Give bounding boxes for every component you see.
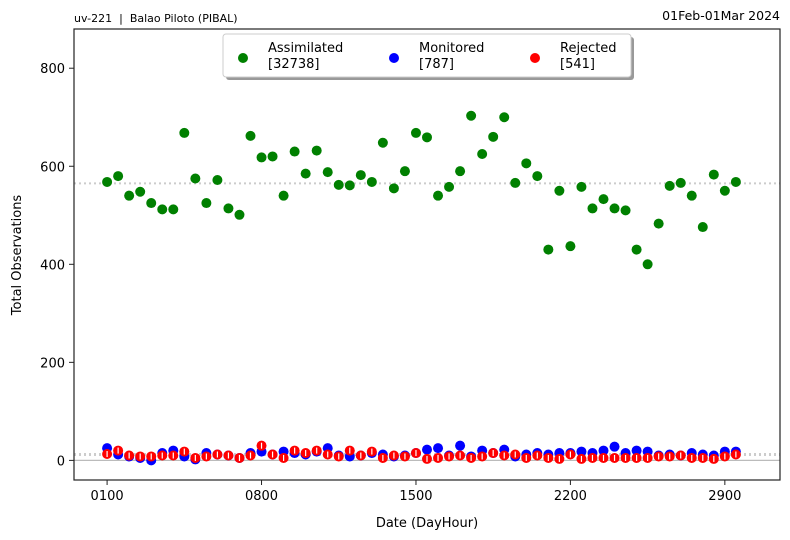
point-monitored	[455, 440, 466, 451]
point-assimilated	[399, 166, 410, 177]
point-assimilated	[289, 146, 300, 157]
point-assimilated	[532, 171, 543, 182]
x-tick-label: 0800	[245, 489, 278, 504]
point-assimilated	[719, 185, 730, 196]
point-assimilated	[554, 185, 565, 196]
point-assimilated	[598, 194, 609, 205]
legend-count-monitored: [787]	[419, 57, 454, 72]
legend-label-rejected: Rejected	[560, 41, 617, 56]
point-assimilated	[333, 179, 344, 190]
y-axis-label: Total Observations	[10, 195, 25, 317]
point-assimilated	[499, 112, 510, 123]
legend-count-rejected: [541]	[560, 57, 595, 72]
point-assimilated	[510, 177, 521, 188]
point-monitored	[422, 444, 432, 455]
point-monitored	[631, 445, 642, 456]
legend-marker-monitored	[389, 53, 399, 63]
y-tick-label: 800	[40, 62, 65, 77]
point-assimilated	[587, 203, 598, 214]
point-assimilated	[664, 180, 675, 191]
x-tick-label: 1500	[399, 489, 432, 504]
point-assimilated	[300, 168, 311, 179]
point-monitored	[433, 443, 444, 454]
point-assimilated	[675, 177, 686, 188]
x-axis-ticks: 0100 0800 1500 2200 2900	[91, 480, 741, 504]
point-assimilated	[102, 176, 113, 187]
point-assimilated	[179, 127, 190, 138]
legend-marker-assimilated	[238, 53, 248, 63]
point-assimilated	[344, 180, 355, 191]
point-assimilated	[256, 152, 267, 163]
point-assimilated	[697, 222, 708, 233]
data-points	[102, 110, 741, 466]
point-assimilated	[642, 259, 653, 270]
point-assimilated	[388, 183, 399, 194]
point-assimilated	[311, 145, 322, 156]
x-tick-label: 2900	[708, 489, 741, 504]
plot-frame	[73, 28, 781, 481]
chart-subtitle-right: 01Feb-01Mar 2024	[662, 8, 780, 23]
point-assimilated	[201, 198, 212, 209]
point-monitored	[576, 446, 587, 457]
legend-label-monitored: Monitored	[419, 41, 484, 56]
point-assimilated	[124, 190, 135, 201]
legend-count-assimilated: [32738]	[268, 57, 320, 72]
point-assimilated	[245, 130, 256, 141]
x-tick-label: 2200	[554, 489, 587, 504]
legend-marker-rejected	[530, 53, 540, 63]
point-assimilated	[444, 181, 455, 192]
point-assimilated	[521, 158, 532, 169]
point-assimilated	[278, 190, 289, 201]
y-tick-label: 600	[40, 160, 65, 175]
point-assimilated	[234, 209, 245, 220]
point-assimilated	[190, 173, 201, 184]
point-assimilated	[422, 132, 432, 143]
legend-label-assimilated: Assimilated	[268, 41, 343, 56]
point-monitored	[598, 445, 609, 456]
point-assimilated	[212, 174, 223, 185]
point-assimilated	[366, 176, 377, 187]
point-assimilated	[433, 190, 444, 201]
point-assimilated	[620, 205, 631, 216]
point-assimilated	[653, 218, 664, 229]
point-assimilated	[730, 176, 741, 187]
point-assimilated	[377, 137, 388, 148]
point-assimilated	[565, 241, 576, 252]
y-tick-label: 400	[40, 258, 65, 273]
legend-box	[222, 33, 632, 78]
point-assimilated	[223, 203, 234, 214]
point-assimilated	[609, 203, 620, 214]
point-assimilated	[355, 170, 366, 181]
point-assimilated	[466, 110, 477, 121]
point-assimilated	[576, 181, 587, 192]
point-assimilated	[168, 204, 179, 215]
point-assimilated	[686, 190, 697, 201]
y-tick-label: 200	[40, 356, 65, 371]
chart-subtitle-left: uv-221 | Balao Piloto (PIBAL)	[74, 12, 238, 25]
point-assimilated	[157, 204, 168, 215]
point-assimilated	[477, 149, 488, 160]
point-assimilated	[708, 169, 719, 180]
point-assimilated	[135, 186, 146, 197]
x-tick-label: 0100	[91, 489, 124, 504]
point-monitored	[609, 441, 620, 452]
point-assimilated	[455, 166, 466, 177]
point-assimilated	[543, 244, 554, 255]
y-axis-ticks: 0 200 400 600 800	[40, 62, 74, 469]
x-axis-label: Date (DayHour)	[376, 516, 478, 531]
legend: Assimilated [32738] Monitored [787] Reje…	[222, 33, 634, 80]
point-assimilated	[631, 244, 642, 255]
point-assimilated	[267, 151, 278, 162]
point-assimilated	[410, 127, 421, 138]
point-assimilated	[322, 167, 333, 178]
point-assimilated	[488, 131, 499, 142]
y-tick-label: 0	[57, 454, 65, 469]
plot-area	[74, 29, 780, 480]
point-assimilated	[113, 171, 124, 182]
point-assimilated	[146, 198, 157, 209]
